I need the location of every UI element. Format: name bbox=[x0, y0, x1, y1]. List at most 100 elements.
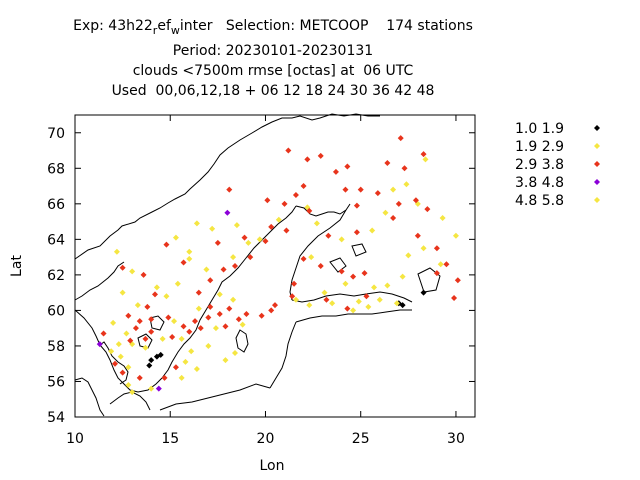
data-point bbox=[353, 229, 360, 236]
data-point bbox=[108, 348, 115, 355]
data-point bbox=[222, 323, 229, 330]
data-point bbox=[304, 156, 311, 163]
x-tick-label: 30 bbox=[447, 431, 465, 447]
data-point bbox=[209, 225, 216, 232]
data-point bbox=[186, 248, 193, 255]
data-point bbox=[172, 364, 179, 371]
y-tick-label: 68 bbox=[47, 161, 65, 177]
x-tick-label: 15 bbox=[161, 431, 179, 447]
data-point bbox=[365, 303, 372, 310]
data-point bbox=[369, 227, 376, 234]
data-point bbox=[289, 293, 296, 300]
data-point bbox=[148, 357, 155, 364]
data-point bbox=[127, 337, 134, 344]
data-point bbox=[399, 273, 406, 280]
data-point bbox=[390, 215, 397, 222]
data-point bbox=[178, 335, 185, 342]
data-point bbox=[216, 310, 223, 317]
data-point bbox=[197, 325, 204, 332]
data-point bbox=[230, 296, 237, 303]
data-point bbox=[275, 216, 282, 223]
data-point bbox=[115, 341, 122, 348]
data-point bbox=[178, 374, 185, 381]
data-point bbox=[268, 307, 275, 314]
data-point bbox=[148, 316, 155, 323]
data-point bbox=[171, 318, 178, 325]
data-point bbox=[230, 254, 237, 261]
data-point bbox=[174, 280, 181, 287]
data-point bbox=[125, 382, 132, 389]
legend-marker bbox=[594, 143, 600, 149]
data-point bbox=[146, 362, 153, 369]
data-point bbox=[112, 360, 118, 367]
data-point bbox=[342, 186, 349, 193]
data-point bbox=[395, 200, 402, 207]
data-point bbox=[142, 335, 149, 342]
data-point bbox=[306, 207, 313, 214]
data-points bbox=[96, 135, 461, 396]
data-point bbox=[338, 236, 345, 243]
title-line-2: Period: 20230101-20230131 bbox=[172, 42, 374, 59]
data-point bbox=[180, 259, 187, 266]
data-point bbox=[443, 261, 450, 268]
data-point bbox=[224, 209, 231, 216]
data-point bbox=[134, 302, 141, 309]
data-point bbox=[117, 353, 124, 360]
data-point bbox=[433, 245, 440, 252]
data-point bbox=[125, 364, 132, 371]
data-point bbox=[344, 163, 351, 170]
data-point bbox=[153, 284, 160, 291]
data-point bbox=[281, 200, 288, 207]
data-point bbox=[329, 300, 336, 307]
data-point bbox=[113, 248, 120, 255]
data-point bbox=[222, 357, 229, 364]
data-point bbox=[245, 239, 252, 246]
y-tick-label: 58 bbox=[47, 339, 65, 355]
data-point bbox=[132, 325, 139, 332]
data-point bbox=[100, 330, 107, 337]
data-point bbox=[401, 165, 408, 172]
data-point bbox=[155, 385, 162, 392]
legend-label: 2.9 3.8 bbox=[515, 157, 564, 173]
data-point bbox=[361, 270, 368, 277]
data-point bbox=[148, 328, 155, 335]
data-point bbox=[186, 328, 193, 335]
data-point bbox=[163, 293, 170, 300]
data-point bbox=[376, 296, 383, 303]
legend-label: 4.8 5.8 bbox=[515, 193, 564, 209]
data-point bbox=[119, 264, 126, 271]
data-point bbox=[420, 289, 427, 296]
data-point bbox=[414, 232, 421, 239]
data-point bbox=[172, 234, 179, 241]
x-axis-label: Lon bbox=[260, 458, 285, 474]
legend-marker bbox=[594, 179, 600, 185]
data-point bbox=[123, 330, 130, 337]
data-point bbox=[439, 215, 446, 222]
data-point bbox=[292, 191, 299, 198]
chart-title: Exp: 43h22refwinter Selection: METCOOP 1… bbox=[0, 16, 546, 101]
data-point bbox=[129, 268, 136, 275]
y-tick-label: 60 bbox=[47, 303, 65, 319]
data-point bbox=[433, 270, 440, 277]
data-point bbox=[437, 261, 444, 268]
data-point bbox=[214, 239, 221, 246]
data-point bbox=[397, 135, 404, 142]
data-point bbox=[142, 344, 149, 351]
data-point bbox=[283, 227, 290, 234]
y-axis-label: Lat bbox=[9, 255, 25, 277]
data-point bbox=[186, 255, 193, 262]
data-point bbox=[212, 325, 219, 332]
data-point bbox=[243, 310, 250, 317]
x-tick-label: 20 bbox=[257, 431, 275, 447]
data-point bbox=[342, 280, 349, 287]
data-point bbox=[363, 293, 370, 300]
data-point bbox=[193, 220, 200, 227]
data-point bbox=[374, 190, 381, 197]
data-point bbox=[239, 321, 246, 328]
data-point bbox=[216, 291, 223, 298]
data-point bbox=[119, 369, 126, 376]
data-point bbox=[317, 263, 324, 269]
legend-label: 1.0 1.9 bbox=[515, 121, 564, 137]
data-point bbox=[390, 186, 397, 193]
